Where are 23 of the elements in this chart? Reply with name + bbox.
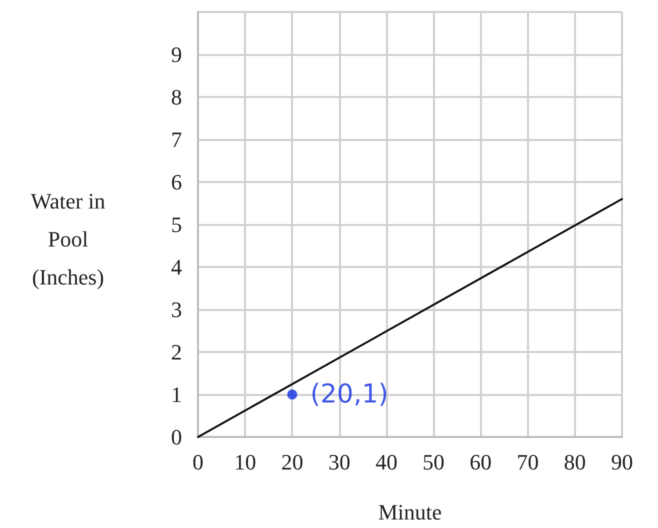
x-tick-label: 0 [192, 450, 204, 474]
annotation: (20,1) [310, 380, 388, 410]
x-tick-label: 50 [422, 450, 445, 474]
y-axis-title: Water in Pool (Inches) [30, 188, 106, 290]
x-tick-label: 30 [328, 450, 350, 474]
y-tick-label: 3 [171, 297, 182, 322]
y-tick-label: 2 [171, 340, 182, 364]
x-tick-label: 40 [375, 450, 398, 474]
y-tick-label: 6 [171, 170, 182, 194]
y-tick-label: 5 [171, 212, 182, 237]
y-tick-label: 1 [171, 382, 182, 407]
x-tick-label: 60 [470, 450, 492, 474]
x-axis-title: Minute [378, 500, 442, 524]
y-tick-label: 8 [171, 84, 182, 110]
y-tick-label: 4 [171, 254, 182, 280]
y-tick-label: 0 [171, 424, 182, 450]
y-tick-label: 7 [171, 127, 182, 152]
x-tick-label: 90 [611, 450, 633, 474]
x-tick-label: 70 [516, 450, 539, 474]
x-tick-label: 80 [564, 450, 586, 474]
x-tick-label: 20 [281, 450, 304, 474]
y-tick-label: 9 [171, 42, 182, 67]
x-tick-label: 10 [234, 450, 256, 474]
